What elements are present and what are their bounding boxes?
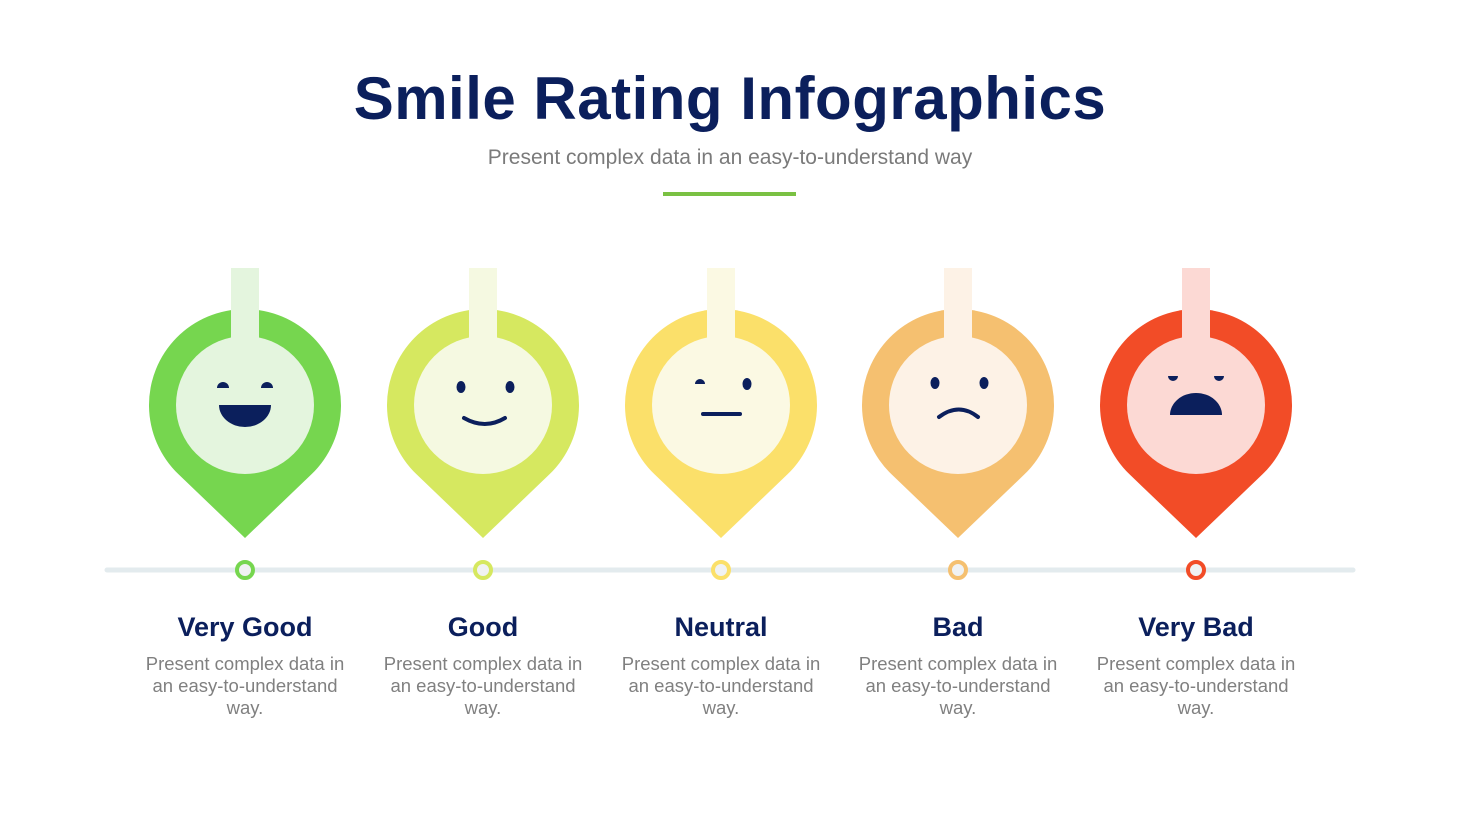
rating-pin-neutral (625, 268, 818, 538)
rating-description: Present complex data in an easy-to-under… (145, 653, 345, 718)
title-underline (663, 192, 796, 196)
big-smile-icon (217, 382, 273, 427)
smile-icon (456, 381, 515, 426)
rating-pin-bad (862, 268, 1054, 538)
pin-face-circle (889, 336, 1027, 474)
eye (261, 382, 273, 388)
rating-label: Good (447, 612, 519, 642)
rating-pin-very-good (149, 268, 341, 538)
rating-card: Very Bad Present complex data in an easy-… (1076, 612, 1316, 719)
mouth (1170, 393, 1222, 415)
pin-stem (231, 268, 259, 348)
page-title: Smile Rating Infographics (353, 65, 1107, 132)
timeline-dot (1186, 560, 1206, 580)
mouth (937, 407, 980, 419)
timeline-dot (948, 560, 968, 580)
rating-label: Very Good (177, 612, 313, 642)
pin-face-circle (414, 336, 552, 474)
rating-card: Very Good Present complex data in an easy… (125, 612, 365, 719)
eye (979, 377, 989, 389)
eye (742, 378, 752, 390)
eye (456, 381, 466, 393)
pin-stem (1182, 268, 1210, 348)
rating-label: Neutral (674, 612, 768, 642)
mouth (462, 416, 507, 426)
rating-pin-good (386, 268, 579, 538)
rating-card: Good Present complex data in an easy-to-u… (363, 612, 603, 719)
rating-description: Present complex data in an easy-to-under… (858, 653, 1058, 718)
pin-stem (469, 268, 497, 348)
sad-face-icon (930, 377, 989, 419)
pin-face-circle (652, 336, 790, 474)
angry-face-icon (1168, 376, 1224, 415)
rating-description: Present complex data in an easy-to-under… (621, 653, 821, 718)
pin-stem (707, 268, 735, 348)
rating-card: Neutral Present complex data in an easy-t… (601, 612, 841, 719)
rating-description: Present complex data in an easy-to-under… (383, 653, 583, 718)
mouth (219, 405, 271, 427)
eye (217, 382, 229, 388)
timeline-dot (235, 560, 255, 580)
eye (505, 381, 515, 393)
rating-label: Bad (932, 612, 984, 642)
neutral-face-icon (695, 378, 752, 416)
rating-pin-very-bad (1100, 268, 1292, 538)
rating-card: Bad Present complex data in an easy-to-un… (838, 612, 1078, 719)
timeline-dot (711, 560, 731, 580)
eye (1214, 376, 1224, 381)
eye (1168, 376, 1178, 381)
eye (930, 377, 940, 389)
page-subtitle: Present complex data in an easy-to-under… (487, 146, 973, 169)
rating-label: Very Bad (1138, 612, 1254, 642)
pin-stem (944, 268, 972, 348)
eye (695, 379, 705, 384)
rating-description: Present complex data in an easy-to-under… (1096, 653, 1296, 718)
timeline-dot (473, 560, 493, 580)
